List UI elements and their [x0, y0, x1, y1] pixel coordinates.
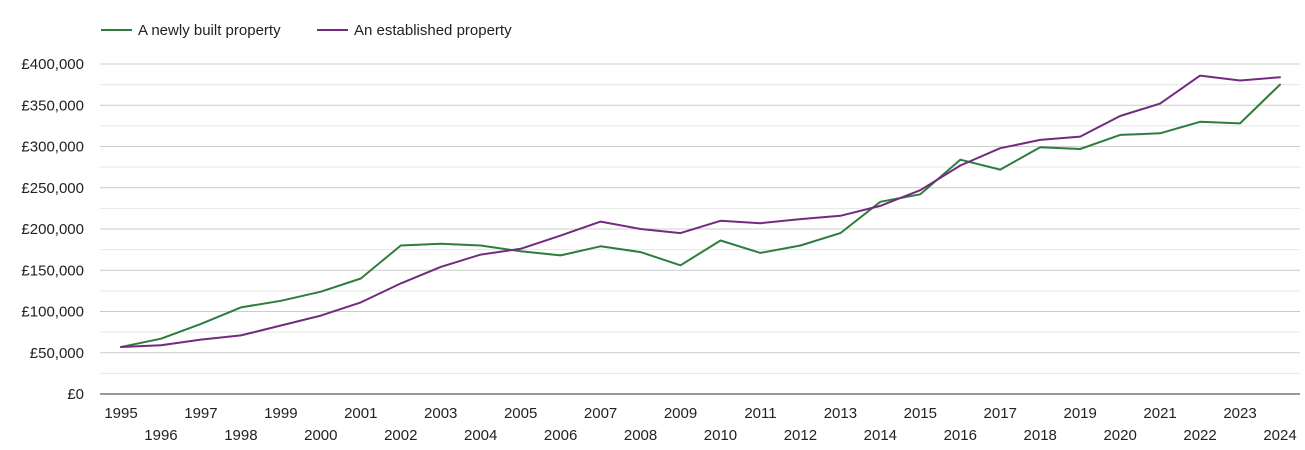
series-line-established: [120, 74, 1281, 348]
x-tick-label: 2019: [1063, 405, 1096, 422]
x-tick-label: 2013: [824, 405, 857, 422]
y-tick-label: £0: [67, 386, 84, 403]
x-axis-tick-labels: 1995 1996 1997 1998 1999 2000 2001 2002 2003 2004…: [104, 405, 1296, 444]
x-tick-label: 1995: [104, 405, 137, 422]
series-line-newly-built: [120, 83, 1281, 348]
x-tick-label: 2015: [904, 405, 937, 422]
x-tick-label: 2021: [1143, 405, 1176, 422]
legend-label: A newly built property: [138, 22, 281, 39]
x-tick-label: 1999: [264, 405, 297, 422]
x-tick-label: 1996: [144, 427, 177, 444]
y-tick-label: £200,000: [21, 221, 84, 238]
x-tick-label: 2002: [384, 427, 417, 444]
x-tick-label: 2024: [1263, 427, 1296, 444]
legend: A newly built property An established pro…: [101, 22, 512, 39]
y-tick-label: £50,000: [30, 345, 84, 362]
x-tick-label: 2023: [1223, 405, 1256, 422]
x-tick-label: 2010: [704, 427, 737, 444]
x-tick-label: 2016: [944, 427, 977, 444]
x-tick-label: 2018: [1024, 427, 1057, 444]
x-tick-label: 2009: [664, 405, 697, 422]
x-tick-label: 2022: [1183, 427, 1216, 444]
x-tick-label: 2017: [984, 405, 1017, 422]
grid-lines: [100, 63, 1300, 395]
x-tick-label: 2000: [304, 427, 337, 444]
y-tick-label: £150,000: [21, 262, 84, 279]
x-tick-label: 1997: [184, 405, 217, 422]
x-tick-label: 2001: [344, 405, 377, 422]
x-tick-label: 2003: [424, 405, 457, 422]
x-tick-label: 2008: [624, 427, 657, 444]
y-tick-label: £100,000: [21, 304, 84, 321]
x-tick-label: 2005: [504, 405, 537, 422]
y-axis-tick-labels: £0 £50,000 £100,000 £150,000 £200,000 £250,00…: [21, 56, 84, 403]
y-tick-label: £400,000: [21, 56, 84, 73]
series-lines: [120, 74, 1281, 348]
x-tick-label: 2020: [1103, 427, 1136, 444]
legend-label: An established property: [354, 22, 512, 39]
x-tick-label: 2011: [744, 405, 776, 422]
x-tick-label: 2007: [584, 405, 617, 422]
y-tick-label: £300,000: [21, 139, 84, 156]
x-tick-label: 2006: [544, 427, 577, 444]
x-tick-label: 2004: [464, 427, 497, 444]
x-tick-label: 2014: [864, 427, 897, 444]
y-tick-label: £350,000: [21, 97, 84, 114]
x-tick-label: 2012: [784, 427, 817, 444]
x-tick-label: 1998: [224, 427, 257, 444]
y-tick-label: £250,000: [21, 180, 84, 197]
